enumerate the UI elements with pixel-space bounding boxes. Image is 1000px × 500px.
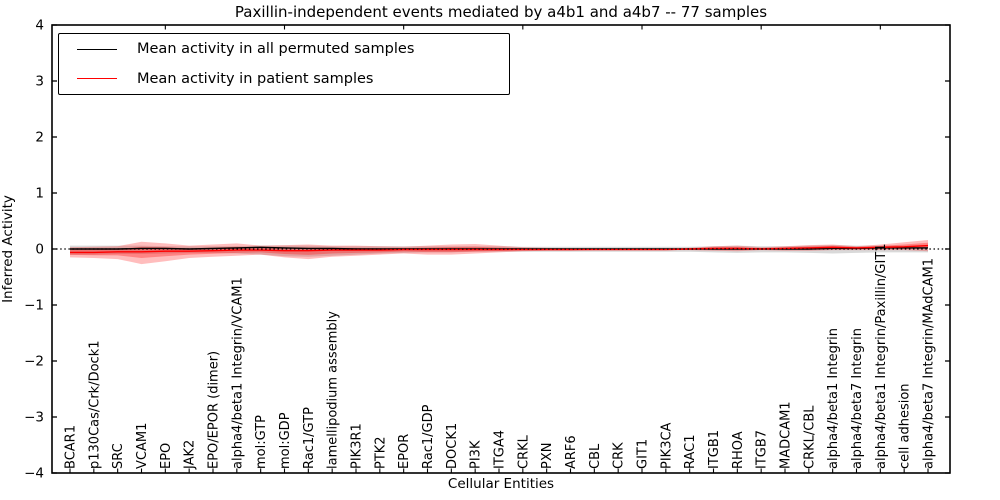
patient-mean-line bbox=[70, 244, 929, 254]
x-category-label: ITGB1 bbox=[707, 430, 722, 469]
y-tick-label: 4 bbox=[35, 18, 44, 34]
x-category-label: mol:GDP bbox=[278, 412, 293, 469]
x-category-label: PI3K bbox=[469, 440, 484, 469]
x-category-label: PIK3R1 bbox=[350, 423, 365, 469]
permuted-line-swatch bbox=[77, 48, 117, 50]
patient-variance-band-inner bbox=[70, 242, 928, 258]
x-category-label: PIK3CA bbox=[659, 422, 674, 469]
x-category-label: VCAM1 bbox=[135, 423, 150, 469]
x-category-label: ITGB7 bbox=[755, 430, 770, 469]
x-category-label: CRKL/CBL bbox=[802, 405, 817, 469]
x-category-label: alpha4/beta1 Integrin bbox=[826, 328, 841, 469]
y-tick-label: 3 bbox=[35, 74, 44, 90]
x-category-label: MADCAM1 bbox=[779, 401, 794, 469]
x-category-label: alpha4/beta1 Integrin/Paxillin/GIT1 bbox=[874, 243, 889, 469]
legend-item-patient: Mean activity in patient samples bbox=[59, 65, 509, 93]
legend-label: Mean activity in all permuted samples bbox=[137, 41, 415, 58]
x-category-label: ARF6 bbox=[564, 435, 579, 469]
x-category-label: alpha4/beta7 Integrin/MAdCAM1 bbox=[922, 258, 937, 469]
x-category-label: PXN bbox=[540, 443, 555, 469]
x-category-label: ITGA4 bbox=[493, 430, 508, 469]
y-tick-label: −3 bbox=[24, 410, 44, 426]
x-category-label: EPO/EPOR (dimer) bbox=[207, 351, 222, 469]
patient-line-swatch bbox=[77, 78, 117, 80]
y-tick-label: 2 bbox=[35, 130, 44, 146]
x-axis-label: Cellular Entities bbox=[447, 476, 555, 492]
chart-title: Paxillin-independent events mediated by … bbox=[234, 3, 768, 21]
x-category-label: JAK2 bbox=[183, 440, 198, 470]
x-category-label: GIT1 bbox=[636, 439, 651, 469]
x-category-label: RHOA bbox=[731, 431, 746, 469]
y-tick-label: −2 bbox=[24, 354, 44, 370]
legend-item-permuted: Mean activity in all permuted samples bbox=[59, 35, 509, 63]
y-axis-label: Inferred Activity bbox=[0, 195, 16, 303]
x-category-label: p130Cas/Crk/Dock1 bbox=[87, 340, 102, 469]
x-category-label: CBL bbox=[588, 443, 603, 469]
legend: Mean activity in all permuted samples Me… bbox=[58, 33, 510, 95]
y-tick-label: −4 bbox=[24, 466, 44, 482]
x-category-label: Rac1/GTP bbox=[302, 407, 317, 469]
x-category-label: PTK2 bbox=[373, 436, 388, 469]
x-category-label: EPO bbox=[159, 443, 174, 469]
legend-label: Mean activity in patient samples bbox=[137, 70, 374, 87]
y-tick-label: 1 bbox=[35, 186, 44, 202]
y-tick-label: 0 bbox=[35, 242, 44, 258]
x-category-label: alpha4/beta1 Integrin/VCAM1 bbox=[230, 277, 245, 469]
x-category-label: DOCK1 bbox=[445, 423, 460, 469]
x-category-label: Rac1/GDP bbox=[421, 404, 436, 469]
x-category-label: mol:GTP bbox=[254, 415, 269, 469]
x-category-label: RAC1 bbox=[683, 434, 698, 469]
y-tick-label: −1 bbox=[24, 298, 44, 314]
x-category-label: EPOR bbox=[397, 434, 412, 469]
x-category-label: CRKL bbox=[516, 434, 531, 469]
x-category-label: cell adhesion bbox=[898, 383, 913, 469]
x-category-label: lamellipodium assembly bbox=[326, 311, 341, 469]
x-category-label: BCAR1 bbox=[64, 425, 79, 469]
x-category-label: SRC bbox=[111, 443, 126, 469]
x-category-label: alpha4/beta7 Integrin bbox=[850, 328, 865, 469]
x-category-label: CRK bbox=[612, 442, 627, 469]
patient-variance-band-outer bbox=[70, 240, 928, 265]
